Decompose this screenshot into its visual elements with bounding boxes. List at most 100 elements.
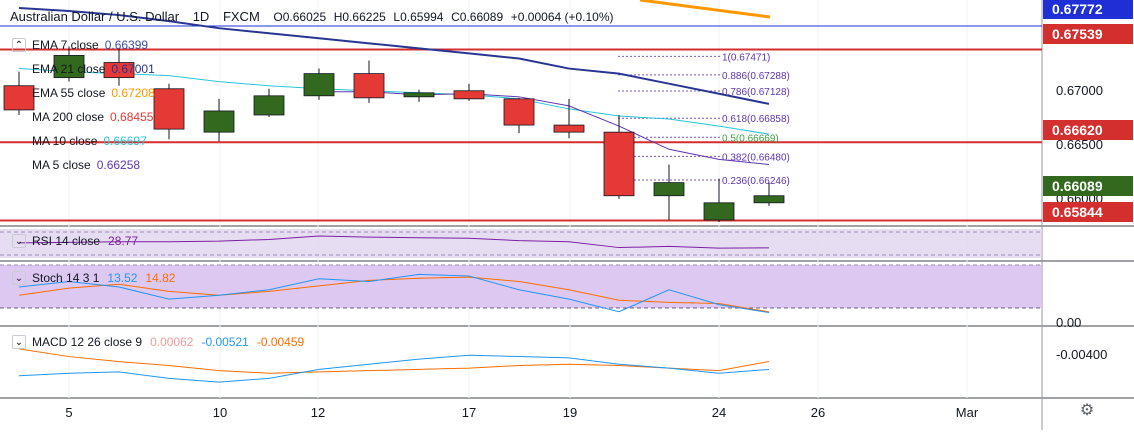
price-label-text: 0.65844 <box>1052 204 1103 220</box>
legend-label: MA 10 close <box>32 134 98 148</box>
price-label-text: 0.66089 <box>1052 178 1103 194</box>
fib-level-label: 0.382(0.66480) <box>722 152 790 163</box>
x-tick-label: 17 <box>462 405 476 420</box>
candle-body <box>303 73 335 97</box>
stoch-k-line <box>18 273 770 314</box>
series-line-ema-7-close <box>319 91 770 165</box>
candle-body <box>203 110 235 133</box>
legend-value: 0.67001 <box>111 62 155 76</box>
legend-label: MA 200 close <box>32 110 105 124</box>
candle-body <box>653 182 685 197</box>
candle-body <box>703 202 735 221</box>
macd-line <box>18 354 770 383</box>
rsi-label: RSI 14 close <box>32 234 101 248</box>
candle <box>153 83 185 140</box>
legend-row-ma200[interactable]: MA 200 close 0.68455 <box>12 105 155 129</box>
stoch-d-line <box>18 276 770 313</box>
candle <box>503 97 535 134</box>
series-line-ema-21-close <box>18 7 770 105</box>
legend-value: 0.66258 <box>96 158 141 172</box>
candle-body <box>503 98 535 126</box>
x-tick-label: 19 <box>563 405 577 420</box>
price-label-box <box>1043 0 1133 19</box>
series-line-ma-10-close <box>18 68 770 135</box>
fib-level-label: 1(0.67471) <box>722 52 770 63</box>
price-tick-label: 0.66500 <box>1056 137 1103 152</box>
price-label-box <box>1043 202 1133 222</box>
fib-level-label: 0.886(0.67288) <box>722 71 790 82</box>
stoch-d-value: 14.82 <box>145 271 176 285</box>
macd-axis-label: -0.00400 <box>1056 347 1107 362</box>
price-label-text: 0.67772 <box>1052 1 1103 17</box>
symbol-header: Australian Dollar / U.S. Dollar 1D FXCM … <box>10 9 618 24</box>
rsi-legend[interactable]: ⌄ RSI 14 close 28.77 <box>12 234 138 248</box>
candle <box>353 60 385 103</box>
price-label-box <box>1043 120 1133 140</box>
x-tick-label: 12 <box>311 405 325 420</box>
chevron-down-icon[interactable]: ⌄ <box>12 234 26 248</box>
price-label-box <box>1043 24 1133 44</box>
candle <box>403 89 435 102</box>
macd-line-value: -0.00521 <box>201 335 249 349</box>
candle <box>453 83 485 101</box>
chevron-up-icon[interactable]: ⌃ <box>12 38 26 52</box>
candle <box>203 98 235 142</box>
candle-body <box>353 73 385 99</box>
x-tick-label: 26 <box>811 405 825 420</box>
legend-row-ema7[interactable]: ⌃ EMA 7 close 0.66399 <box>12 33 155 57</box>
candle <box>103 48 135 86</box>
stoch-legend[interactable]: ⌄ Stoch 14 3 1 13.52 14.82 <box>12 271 175 285</box>
candle-body <box>603 131 635 197</box>
legend-label: EMA 7 close <box>32 38 99 52</box>
macd-label: MACD 12 26 close 9 <box>32 335 143 349</box>
chevron-down-icon[interactable]: ⌄ <box>12 271 26 285</box>
candle-body <box>103 62 135 79</box>
candle <box>753 182 785 206</box>
legend-row-ma5[interactable]: MA 5 close 0.66258 <box>12 153 155 177</box>
legend-value: 0.66697 <box>103 134 147 148</box>
macd-legend[interactable]: ⌄ MACD 12 26 close 9 0.00062 -0.00521 -0… <box>12 335 304 349</box>
candle <box>603 114 635 199</box>
legend-value: 0.67208 <box>111 86 155 100</box>
legend-row-ema21[interactable]: EMA 21 close 0.67001 <box>12 57 155 81</box>
fib-level-label: 0.618(0.66858) <box>722 114 790 125</box>
legend-row-ma10[interactable]: MA 10 close 0.66697 <box>12 129 155 153</box>
exchange: FXCM <box>222 9 260 24</box>
stoch-k-value: 13.52 <box>107 271 138 285</box>
candle-body <box>453 90 485 100</box>
fib-level-label: 0.236(0.66246) <box>722 176 790 187</box>
candle-body <box>53 55 85 79</box>
x-tick-label: Mar <box>956 405 979 420</box>
legend-row-ema55[interactable]: EMA 55 close 0.67208 <box>12 81 155 105</box>
macd-signal-line <box>18 348 770 374</box>
fib-level-label: 0.786(0.67128) <box>722 87 790 98</box>
candle-body <box>753 195 785 204</box>
candle <box>653 164 685 220</box>
indicator-legend: ⌃ EMA 7 close 0.66399 EMA 21 close 0.670… <box>12 33 155 177</box>
change-value: +0.00064 (+0.10%) <box>510 10 614 24</box>
stoch-band <box>0 265 1042 308</box>
candle-body <box>553 124 585 133</box>
x-tick-label: 24 <box>712 405 726 420</box>
candle <box>3 71 35 115</box>
interval[interactable]: 1D <box>192 9 210 24</box>
symbol-name[interactable]: Australian Dollar / U.S. Dollar <box>10 9 180 24</box>
candle-body <box>3 85 35 111</box>
price-label-text: 0.66620 <box>1052 122 1103 138</box>
macd-signal-value: -0.00459 <box>256 335 305 349</box>
x-tick-label: 5 <box>65 405 72 420</box>
low-value: L0.65994 <box>393 10 444 24</box>
gear-icon[interactable]: ⚙ <box>1079 402 1095 419</box>
candle-body <box>403 92 435 98</box>
legend-label: EMA 21 close <box>32 62 106 76</box>
rsi-value: 28.77 <box>108 234 139 248</box>
high-value: H0.66225 <box>333 10 386 24</box>
legend-value: 0.68455 <box>110 110 154 124</box>
chevron-down-icon[interactable]: ⌄ <box>12 335 26 349</box>
rsi-line <box>18 235 770 249</box>
price-label-text: 0.67539 <box>1052 26 1103 42</box>
candle <box>553 98 585 139</box>
